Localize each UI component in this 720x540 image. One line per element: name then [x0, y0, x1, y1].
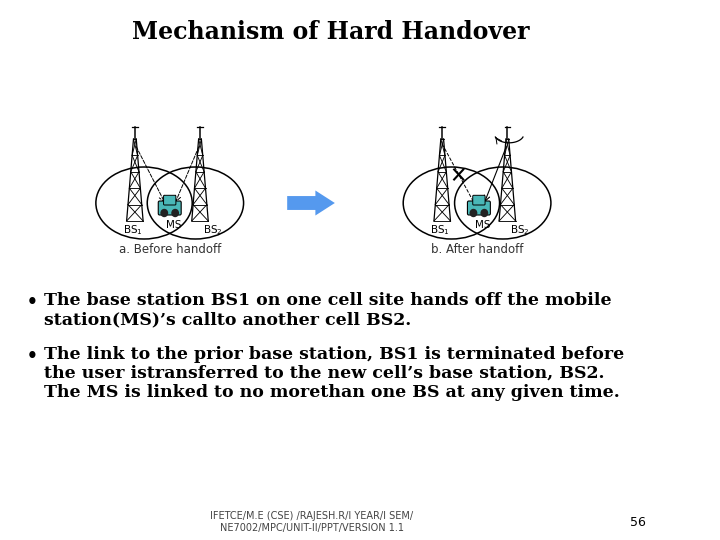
Circle shape	[481, 210, 487, 217]
Text: The MS is linked to no morethan one BS at any given time.: The MS is linked to no morethan one BS a…	[44, 384, 620, 401]
Circle shape	[172, 210, 179, 217]
Circle shape	[161, 210, 168, 217]
Text: 56: 56	[630, 516, 646, 529]
Text: MS: MS	[474, 220, 490, 230]
FancyBboxPatch shape	[473, 195, 485, 205]
Text: The link to the prior base station, BS1 is terminated before: The link to the prior base station, BS1 …	[44, 346, 624, 363]
FancyArrowPatch shape	[287, 191, 335, 215]
Text: BS$_1$: BS$_1$	[123, 223, 143, 237]
Text: b. After handoff: b. After handoff	[431, 243, 523, 256]
Text: •: •	[26, 346, 38, 368]
Text: the user istransferred to the new cell’s base station, BS2.: the user istransferred to the new cell’s…	[44, 365, 605, 382]
Text: BS$_2$: BS$_2$	[203, 223, 222, 237]
Circle shape	[470, 210, 477, 217]
Text: MS: MS	[166, 220, 181, 230]
Text: The base station BS1 on one cell site hands off the mobile: The base station BS1 on one cell site ha…	[44, 292, 612, 309]
FancyBboxPatch shape	[467, 201, 490, 215]
Text: BS$_1$: BS$_1$	[431, 223, 450, 237]
FancyBboxPatch shape	[158, 201, 181, 215]
Text: Mechanism of Hard Handover: Mechanism of Hard Handover	[132, 20, 529, 44]
Text: IFETCE/M.E (CSE) /RAJESH.R/I YEAR/I SEM/
NE7002/MPC/UNIT-II/PPT/VERSION 1.1: IFETCE/M.E (CSE) /RAJESH.R/I YEAR/I SEM/…	[210, 511, 413, 533]
Text: •: •	[26, 292, 38, 314]
Text: a. Before handoff: a. Before handoff	[119, 243, 221, 256]
Text: BS$_2$: BS$_2$	[510, 223, 530, 237]
FancyBboxPatch shape	[163, 195, 176, 205]
Text: station(MS)’s callto another cell BS2.: station(MS)’s callto another cell BS2.	[44, 311, 411, 328]
